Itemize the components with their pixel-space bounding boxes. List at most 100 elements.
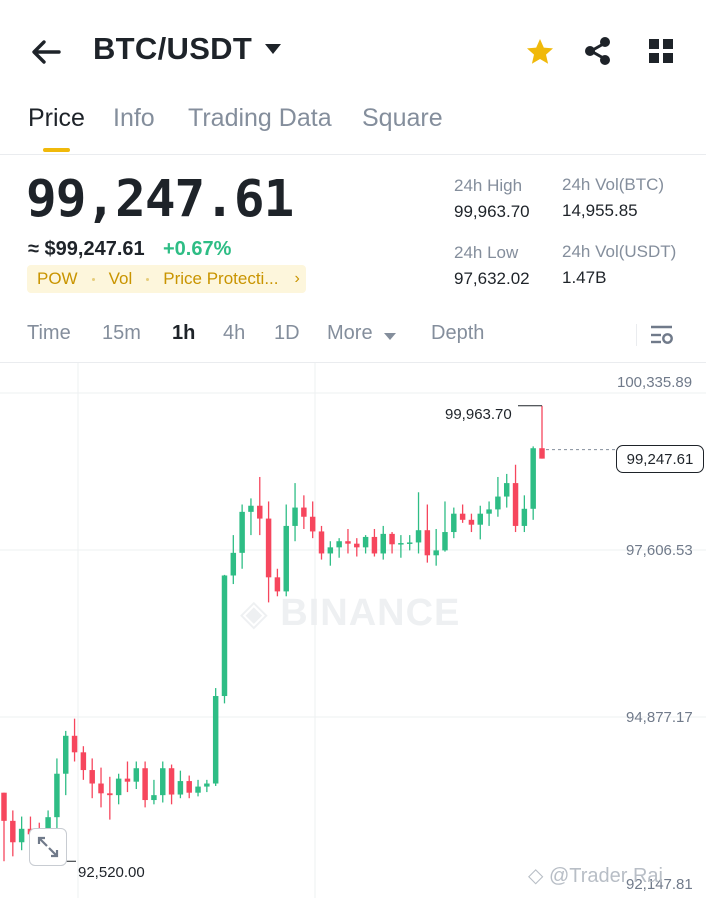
candle-body (318, 531, 325, 554)
candle-body (204, 783, 210, 787)
candle-body (221, 575, 228, 697)
candle-body (142, 768, 148, 801)
candle-body (468, 519, 475, 525)
candle-body (212, 696, 219, 784)
candle-body (495, 496, 501, 510)
tab-price[interactable]: Price (28, 104, 85, 132)
tag-vol[interactable]: Vol (108, 269, 133, 288)
expand-chart-button[interactable] (29, 828, 67, 866)
candle-body (10, 820, 16, 843)
candle-body (406, 542, 413, 544)
tf-more[interactable]: More (327, 322, 373, 344)
candle-body (398, 543, 404, 545)
tag-separator (91, 277, 95, 281)
timeframe-divider (0, 362, 706, 363)
vertical-divider (636, 324, 637, 346)
tag-price-protection[interactable]: Price Protecti... (163, 269, 279, 288)
y-axis-label-top: 100,335.89 (617, 374, 693, 391)
candle-body (248, 505, 254, 512)
candle-body (18, 828, 25, 843)
tf-1h[interactable]: 1h (172, 322, 196, 344)
candle-body (380, 533, 386, 554)
star-icon[interactable] (525, 37, 555, 72)
candle-body (124, 778, 131, 782)
candle-body (389, 533, 395, 545)
grid-menu-icon[interactable] (648, 38, 674, 69)
y-axis-label-bottom: 92,147.81 (626, 876, 693, 893)
last-price: 99,247.61 (26, 170, 294, 229)
candlestick-chart[interactable] (0, 363, 706, 898)
candle-body (539, 448, 545, 459)
stat-vol-usdt-value: 1.47B (562, 268, 607, 287)
candle-body (115, 778, 122, 796)
active-tab-indicator (43, 148, 70, 152)
candle-body (230, 552, 237, 576)
tab-trading-data[interactable]: Trading Data (188, 104, 332, 132)
trader-credit: ◇ @Trader Rai (528, 863, 663, 888)
candle-body (433, 550, 439, 556)
tab-info[interactable]: Info (113, 104, 155, 132)
caret-down-icon[interactable] (263, 42, 283, 61)
stat-vol-btc-label: 24h Vol(BTC) (562, 175, 665, 194)
candle-body (415, 530, 422, 543)
candle-body (151, 795, 157, 801)
candle-body (327, 547, 334, 554)
candle-body (107, 793, 113, 796)
candle-body (336, 541, 342, 548)
tf-depth[interactable]: Depth (431, 322, 485, 344)
share-icon[interactable] (583, 36, 613, 71)
candle-body (459, 513, 466, 520)
caret-down-small-icon[interactable] (383, 329, 397, 347)
candle-body (80, 752, 87, 771)
stat-high-label: 24h High (454, 176, 523, 195)
pair-title[interactable]: BTC/USDT (93, 31, 253, 66)
price-change: +0.67% (163, 238, 232, 260)
candle-body (362, 536, 369, 548)
candle-body (160, 768, 166, 796)
expand-icon (37, 836, 59, 858)
tag-bar[interactable]: POW Vol Price Protecti... › (27, 265, 306, 293)
tf-time[interactable]: Time (27, 322, 71, 344)
candle-body (503, 483, 510, 497)
candle-body (168, 768, 175, 795)
candle-body (442, 532, 448, 551)
stat-low-label: 24h Low (454, 243, 519, 262)
candle-body (301, 507, 307, 517)
price-usd: ≈ $99,247.61 (28, 238, 145, 260)
candle-body (292, 507, 298, 526)
back-arrow-icon[interactable] (30, 36, 62, 68)
candle-body (354, 543, 360, 548)
binance-logo-icon: ◈ (240, 592, 269, 633)
candle-body (283, 525, 289, 592)
chart-settings-icon[interactable] (650, 324, 674, 351)
candle-body (177, 781, 184, 795)
candle-body (512, 483, 519, 526)
candle-body (71, 735, 78, 753)
candle-body (309, 516, 316, 532)
tf-4h[interactable]: 4h (223, 322, 246, 344)
candle-body (186, 781, 192, 793)
candle-body (265, 518, 272, 578)
tab-square[interactable]: Square (362, 104, 443, 132)
y-axis-label-2: 97,606.53 (626, 542, 693, 559)
high-marker-label: 99,963.70 (445, 406, 512, 423)
credit-text: @Trader Rai (548, 865, 663, 887)
tf-15m[interactable]: 15m (102, 322, 141, 344)
candle-body (477, 513, 483, 525)
candle-body (54, 773, 60, 818)
candle-body (521, 508, 528, 526)
tag-separator (146, 277, 150, 281)
current-price-tag: 99,247.61 (616, 445, 704, 473)
binance-watermark: ◈ BINANCE (240, 592, 460, 635)
candle-body (133, 768, 140, 782)
chevron-right-icon[interactable]: › (294, 270, 300, 287)
tag-pow[interactable]: POW (37, 269, 78, 288)
candle-body (274, 577, 281, 592)
tabs-divider (0, 154, 706, 155)
candle-body (98, 783, 104, 794)
tf-1d[interactable]: 1D (274, 322, 300, 344)
candle-body (257, 505, 263, 519)
stat-vol-btc-value: 14,955.85 (562, 201, 638, 220)
stat-vol-usdt-label: 24h Vol(USDT) (562, 242, 677, 261)
candle-body (63, 735, 69, 774)
